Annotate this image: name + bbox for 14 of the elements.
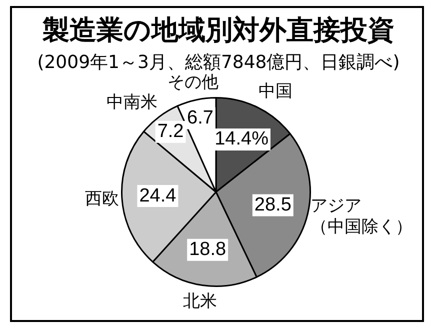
- data-label: 6.7: [187, 108, 214, 128]
- data-label: 7.2: [157, 121, 184, 142]
- slice-label: アジア（中国除く）: [310, 196, 413, 238]
- data-label: 28.5: [254, 194, 292, 216]
- chart-title: 製造業の地域別対外直接投資: [42, 14, 396, 48]
- data-label: 14.4%: [214, 128, 269, 150]
- chart-subtitle: (2009年1～3月、総額7848億円、日銀調べ): [36, 51, 401, 74]
- slice-label: 西欧: [84, 189, 119, 210]
- slice-label: 中国: [258, 81, 293, 102]
- data-label: 18.8: [189, 239, 226, 260]
- slice-label: 中南米: [106, 92, 158, 113]
- slice-label: 北米: [182, 292, 217, 312]
- data-label: 24.4: [139, 185, 177, 206]
- slice-label: その他: [167, 72, 218, 93]
